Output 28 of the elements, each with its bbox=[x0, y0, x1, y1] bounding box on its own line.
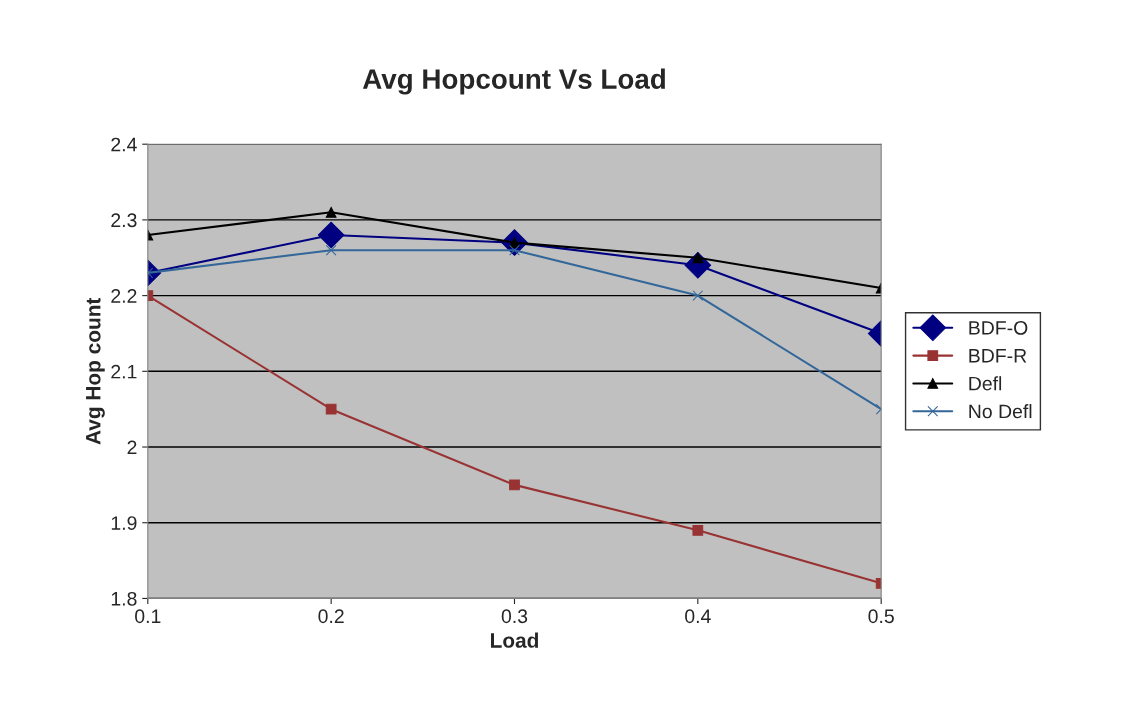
legend-label: BDF-R bbox=[969, 349, 1027, 363]
y-tick-label: 2.4 bbox=[111, 137, 137, 152]
legend-label: Defl bbox=[969, 376, 1002, 391]
y-tick-label: 2 bbox=[127, 440, 137, 455]
chart-title: Avg Hopcount Vs Load bbox=[362, 68, 665, 95]
x-tick-label: 0.1 bbox=[135, 609, 161, 624]
x-tick-label: 0.4 bbox=[685, 609, 711, 624]
y-tick-label: 2.2 bbox=[111, 289, 137, 303]
point bbox=[325, 206, 337, 218]
x-axis-title: Load bbox=[491, 632, 539, 648]
point bbox=[509, 244, 520, 256]
point bbox=[692, 290, 704, 301]
y-tick-label: 2.1 bbox=[111, 364, 137, 379]
point bbox=[692, 252, 704, 264]
y-axis-title: Avg Hop count bbox=[86, 297, 105, 445]
x-tick-label: 0.2 bbox=[318, 609, 344, 624]
y-tick-label: 1.9 bbox=[111, 516, 137, 530]
legend-label: BDF-O bbox=[969, 320, 1028, 335]
point bbox=[325, 244, 337, 256]
point bbox=[692, 524, 704, 536]
x-tick-label: 0.5 bbox=[868, 609, 894, 624]
legend-label: No Defl bbox=[969, 404, 1032, 419]
point bbox=[325, 403, 337, 415]
x-tick-label: 0.3 bbox=[501, 609, 528, 624]
y-tick-label: 1.8 bbox=[111, 591, 137, 606]
y-tick-label: 2.3 bbox=[111, 213, 137, 228]
point bbox=[509, 479, 520, 491]
point bbox=[317, 221, 345, 249]
